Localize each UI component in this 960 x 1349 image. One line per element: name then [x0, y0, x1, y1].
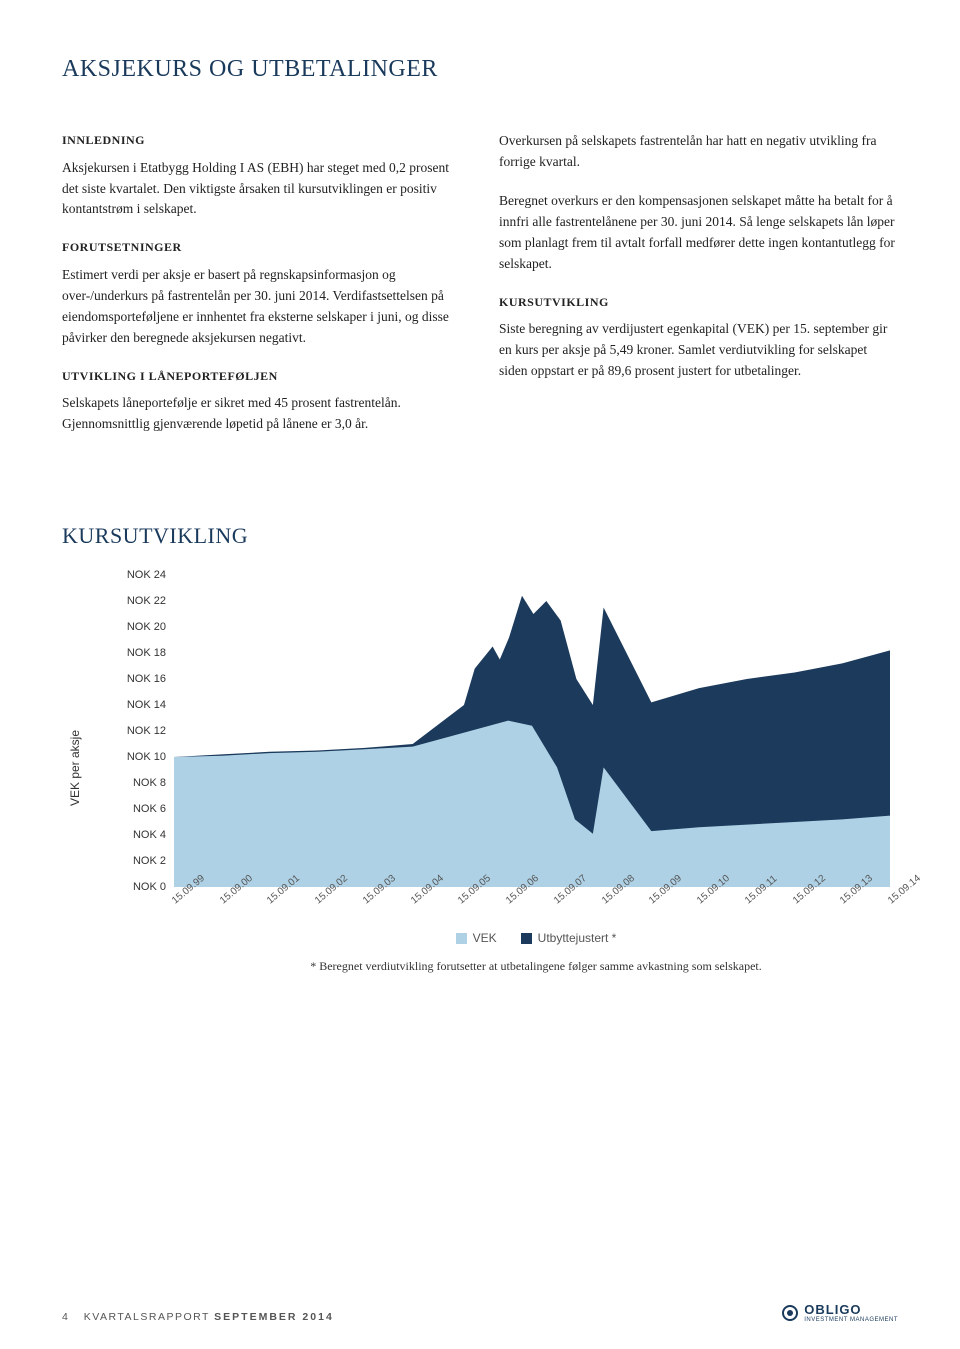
chart-title: KURSUTVIKLING	[62, 523, 898, 549]
paragraph: Overkursen på selskapets fastrentelån ha…	[499, 131, 898, 173]
y-tick-label: NOK 22	[94, 595, 166, 607]
y-tick-label: NOK 14	[94, 699, 166, 711]
y-tick-label: NOK 2	[94, 855, 166, 867]
legend-label: Utbyttejustert *	[538, 931, 617, 945]
y-tick-label: NOK 12	[94, 725, 166, 737]
legend-label: VEK	[473, 931, 497, 945]
section-heading-forutsetninger: FORUTSETNINGER	[62, 238, 461, 257]
y-axis-label: VEK per aksje	[68, 730, 82, 806]
footer-label-light: KVARTALSRAPPORT	[84, 1311, 210, 1323]
logo-subtext: INVESTMENT MANAGEMENT	[804, 1317, 898, 1323]
logo-text: OBLIGO	[804, 1302, 861, 1317]
legend-swatch	[456, 933, 467, 944]
section-heading-kursutvikling: KURSUTVIKLING	[499, 293, 898, 312]
footer-left: 4 KVARTALSRAPPORT SEPTEMBER 2014	[62, 1311, 334, 1323]
paragraph: Beregnet overkurs er den kompensasjonen …	[499, 191, 898, 275]
left-column: INNLEDNING Aksjekursen i Etatbygg Holdin…	[62, 131, 461, 453]
chart-footnote: * Beregnet verdiutvikling forutsetter at…	[174, 959, 898, 974]
legend-swatch	[521, 933, 532, 944]
area-chart-svg	[174, 575, 890, 887]
section-heading-innledning: INNLEDNING	[62, 131, 461, 150]
paragraph: Siste beregning av verdijustert egenkapi…	[499, 319, 898, 382]
section-heading-laneportefoljen: UTVIKLING I LÅNEPORTEFØLJEN	[62, 367, 461, 386]
footer-label-bold: SEPTEMBER 2014	[214, 1311, 334, 1323]
logo: OBLIGO INVESTMENT MANAGEMENT	[782, 1302, 898, 1323]
text-columns: INNLEDNING Aksjekursen i Etatbygg Holdin…	[62, 131, 898, 453]
paragraph: Aksjekursen i Etatbygg Holding I AS (EBH…	[62, 158, 461, 221]
page-number: 4	[62, 1311, 69, 1323]
y-tick-label: NOK 6	[94, 803, 166, 815]
logo-icon	[782, 1305, 798, 1321]
y-tick-label: NOK 8	[94, 777, 166, 789]
right-column: Overkursen på selskapets fastrentelån ha…	[499, 131, 898, 453]
page-title: AKSJEKURS OG UTBETALINGER	[62, 56, 898, 83]
page-footer: 4 KVARTALSRAPPORT SEPTEMBER 2014 OBLIGO …	[62, 1302, 898, 1323]
chart-legend: VEK Utbyttejustert *	[174, 931, 898, 945]
x-tick-label: 15.09.14	[886, 873, 923, 906]
y-tick-label: NOK 24	[94, 569, 166, 581]
y-tick-label: NOK 0	[94, 881, 166, 893]
chart-container: VEK per aksje NOK 24NOK 22NOK 20NOK 18NO…	[62, 575, 898, 1014]
y-tick-label: NOK 16	[94, 673, 166, 685]
y-tick-label: NOK 10	[94, 751, 166, 763]
y-tick-label: NOK 20	[94, 621, 166, 633]
paragraph: Estimert verdi per aksje er basert på re…	[62, 265, 461, 349]
legend-item: Utbyttejustert *	[521, 931, 617, 945]
y-tick-label: NOK 4	[94, 829, 166, 841]
footer-title: KVARTALSRAPPORT SEPTEMBER 2014	[84, 1311, 334, 1323]
chart-plot: NOK 24NOK 22NOK 20NOK 18NOK 16NOK 14NOK …	[174, 575, 890, 887]
legend-item: VEK	[456, 931, 497, 945]
paragraph: Selskapets låneportefølje er sikret med …	[62, 393, 461, 435]
y-tick-label: NOK 18	[94, 647, 166, 659]
